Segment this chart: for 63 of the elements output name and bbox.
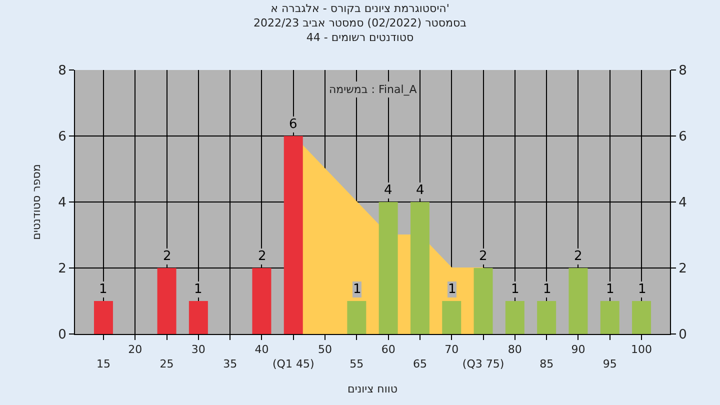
bar [600, 301, 620, 334]
data-label: 6 [289, 117, 298, 132]
bar [442, 301, 462, 334]
x-tick-label: 60 [381, 343, 396, 356]
bar [568, 268, 588, 334]
data-label: 4 [384, 183, 392, 198]
bar [157, 268, 176, 334]
data-label: 2 [258, 249, 266, 264]
x-tick-label: 55 [350, 358, 364, 370]
data-label: 2 [163, 249, 172, 264]
data-label: 1 [638, 282, 646, 297]
bar [378, 202, 398, 334]
y-tick-label: 2 [58, 262, 66, 277]
data-label: 1 [606, 282, 614, 297]
y2-tick-label: 0 [678, 328, 687, 343]
y-tick-label: 8 [58, 64, 66, 79]
x-tick-label: 80 [508, 343, 522, 356]
bar [474, 268, 493, 334]
bar [347, 301, 366, 334]
bar [505, 301, 524, 334]
y2-tick-label: 2 [678, 262, 687, 277]
chart-subtitle: בסמסטר (02/2022) סמסטר אביב 2022/23 סטודנטים רשומים - 44 [253, 16, 467, 44]
bar [94, 301, 113, 334]
data-label: 1 [353, 282, 362, 297]
annotation: במשימה : Final_A [329, 83, 418, 96]
x-tick-label: 40 [254, 343, 269, 356]
y-tick-label: 6 [58, 130, 66, 145]
x-tick-label: 85 [540, 358, 554, 370]
data-label: 1 [511, 282, 520, 297]
x-tick-label: 100 [631, 343, 652, 356]
data-label: 4 [416, 183, 424, 198]
x-tick-label: 95 [602, 358, 617, 370]
chart-title: היסטוגרמת ציונים בקורס - אלגברה א' [270, 2, 450, 16]
data-label: 1 [543, 282, 552, 297]
data-label: 1 [99, 282, 108, 297]
x-tick-label: 65 [412, 358, 427, 370]
x-tick-label: 35 [223, 358, 238, 370]
bar [284, 136, 303, 334]
y-tick-label: 0 [58, 328, 66, 343]
data-label: 1 [194, 282, 202, 297]
data-label: 2 [479, 249, 488, 264]
x-tick-label: 20 [128, 343, 142, 356]
x-axis-title: טווח ציונים [348, 382, 398, 396]
x-tick-label: 70 [444, 343, 459, 356]
x-tick-label: (Q1 45) [272, 358, 314, 370]
x-tick-label: 50 [318, 343, 332, 356]
y2-tick-label: 6 [678, 130, 687, 145]
bar [410, 202, 430, 334]
bar [252, 268, 272, 334]
x-tick-label: 30 [191, 343, 206, 356]
y2-tick-label: 4 [678, 196, 687, 211]
bar [537, 301, 556, 334]
data-label: 2 [574, 249, 582, 264]
bar [188, 301, 208, 334]
x-tick-label: 25 [160, 358, 174, 370]
y-axis-title: מספר סטודנטים [30, 164, 43, 240]
y-tick-label: 4 [58, 196, 66, 211]
x-tick-label: (Q3 75) [462, 358, 504, 370]
x-tick-label: 15 [96, 358, 110, 370]
x-tick-label: 90 [571, 343, 586, 356]
y2-tick-label: 8 [678, 64, 687, 79]
bar [632, 301, 652, 334]
data-label: 1 [448, 282, 456, 297]
